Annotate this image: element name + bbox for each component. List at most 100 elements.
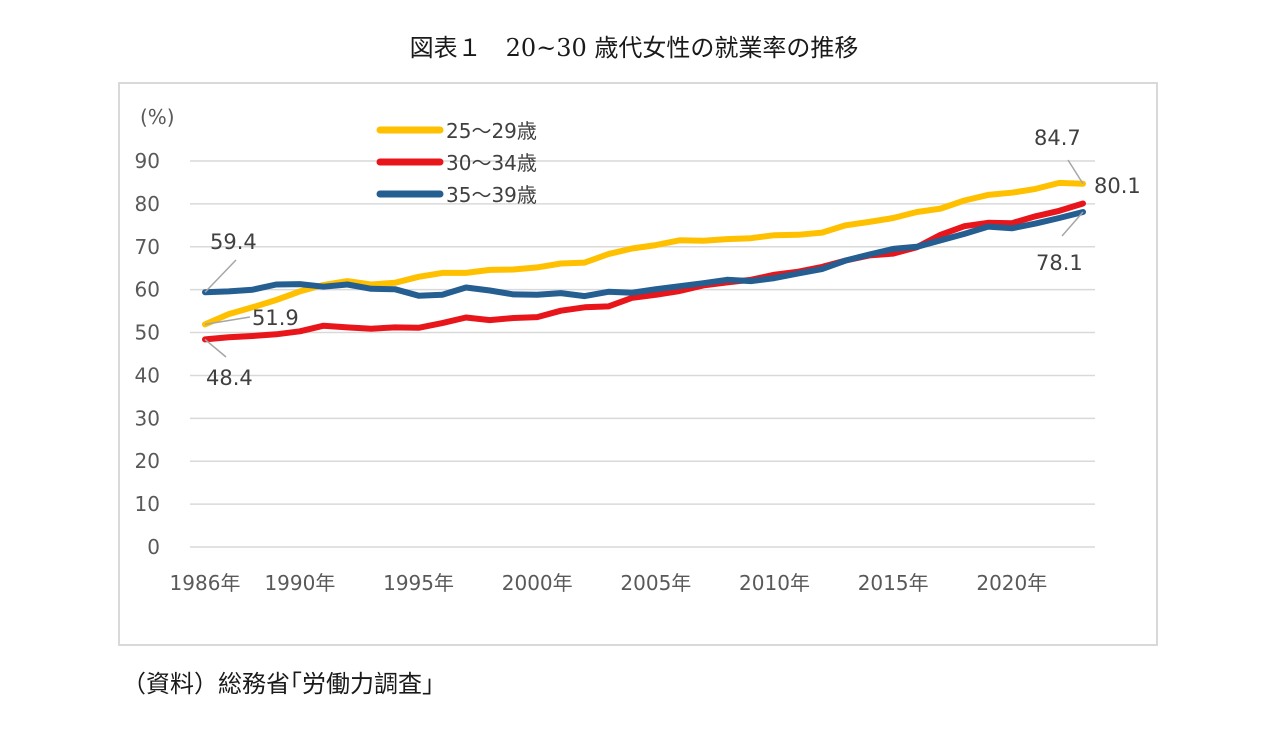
data-point bbox=[868, 221, 870, 223]
data-point bbox=[323, 325, 325, 327]
data-point bbox=[679, 239, 681, 241]
data-point bbox=[607, 253, 609, 255]
data-point bbox=[916, 211, 918, 213]
data-point bbox=[631, 292, 633, 294]
data-point bbox=[323, 286, 325, 288]
data-point bbox=[631, 297, 633, 299]
x-tick-label: 2005年 bbox=[620, 571, 691, 595]
source-note: （資料）総務省｢労働力調査｣ bbox=[122, 670, 434, 698]
data-point bbox=[987, 226, 989, 228]
data-point bbox=[512, 317, 514, 319]
x-tick-label: 2020年 bbox=[976, 571, 1047, 595]
data-point bbox=[774, 274, 776, 276]
data-point bbox=[1058, 217, 1060, 219]
gridlines bbox=[190, 160, 1095, 548]
chart-title: 図表１ 20~30 歳代女性の就業率の推移 bbox=[409, 34, 859, 62]
data-point bbox=[228, 290, 230, 292]
data-point bbox=[940, 208, 942, 210]
data-point bbox=[536, 316, 538, 318]
data-point bbox=[892, 217, 894, 219]
data-point bbox=[370, 328, 372, 330]
data-point bbox=[394, 326, 396, 328]
data-point bbox=[679, 290, 681, 292]
data-point bbox=[868, 253, 870, 255]
data-point bbox=[750, 280, 752, 282]
data-point bbox=[346, 284, 348, 286]
data-point bbox=[394, 288, 396, 290]
data-label-leader bbox=[204, 338, 227, 358]
data-point bbox=[774, 234, 776, 236]
data-point bbox=[489, 319, 491, 321]
x-tick-label: 1986年 bbox=[170, 571, 241, 595]
data-label: 78.1 bbox=[1036, 251, 1083, 275]
data-point bbox=[655, 288, 657, 290]
data-point bbox=[1011, 227, 1013, 229]
data-point bbox=[441, 272, 443, 274]
data-point bbox=[774, 277, 776, 279]
data-point bbox=[987, 222, 989, 224]
data-point bbox=[940, 234, 942, 236]
data-point bbox=[251, 306, 253, 308]
legend-label-0: 25～29歳 bbox=[446, 119, 537, 143]
data-point bbox=[489, 290, 491, 292]
data-point bbox=[228, 313, 230, 315]
data-label: 84.7 bbox=[1034, 126, 1081, 150]
data-point bbox=[655, 244, 657, 246]
data-point bbox=[702, 282, 704, 284]
y-tick-label: 60 bbox=[135, 278, 160, 302]
data-point bbox=[370, 288, 372, 290]
y-tick-label: 80 bbox=[135, 192, 160, 216]
data-point bbox=[1058, 182, 1060, 184]
data-point bbox=[1035, 188, 1037, 190]
data-point bbox=[845, 224, 847, 226]
y-tick-label: 10 bbox=[135, 492, 160, 516]
data-point bbox=[536, 294, 538, 296]
data-point bbox=[275, 284, 277, 286]
data-point bbox=[1035, 223, 1037, 225]
data-point bbox=[299, 290, 301, 292]
data-point bbox=[963, 225, 965, 227]
data-point bbox=[346, 326, 348, 328]
data-point bbox=[892, 248, 894, 250]
y-axis-ticks: 0 10 20 30 40 50 60 70 80 90 bbox=[135, 149, 160, 559]
chart-frame bbox=[118, 82, 1158, 646]
data-point bbox=[821, 268, 823, 270]
y-tick-label: 50 bbox=[135, 321, 160, 345]
data-point bbox=[251, 289, 253, 291]
data-point bbox=[228, 336, 230, 338]
data-point bbox=[1082, 202, 1084, 204]
data-point bbox=[512, 269, 514, 271]
data-label: 59.4 bbox=[210, 230, 257, 254]
data-point bbox=[346, 280, 348, 282]
data-point bbox=[536, 266, 538, 268]
data-label-leader bbox=[1061, 211, 1084, 237]
legend: 25～29歳 30～34歳 35～39歳 bbox=[376, 119, 537, 207]
data-point bbox=[845, 260, 847, 262]
data-label-leader bbox=[204, 316, 251, 326]
data-point bbox=[655, 294, 657, 296]
data-point bbox=[940, 239, 942, 241]
data-point bbox=[702, 240, 704, 242]
data-point bbox=[797, 234, 799, 236]
series-line-2 bbox=[202, 209, 1086, 300]
data-labels: 59.4 51.9 48.4 84.7 80.1 78.1 bbox=[204, 126, 1141, 390]
data-point bbox=[963, 233, 965, 235]
series-line-1 bbox=[202, 200, 1086, 343]
data-point bbox=[797, 272, 799, 274]
data-point bbox=[275, 333, 277, 335]
data-point bbox=[584, 262, 586, 264]
data-point bbox=[584, 295, 586, 297]
data-label: 48.4 bbox=[206, 366, 253, 390]
data-point bbox=[1035, 215, 1037, 217]
data-point bbox=[1011, 222, 1013, 224]
x-tick-label: 1995年 bbox=[383, 571, 454, 595]
data-point bbox=[560, 263, 562, 265]
series-lines bbox=[202, 179, 1086, 343]
x-tick-label: 2015年 bbox=[858, 571, 929, 595]
y-tick-label: 0 bbox=[147, 535, 160, 559]
data-label: 51.9 bbox=[252, 306, 299, 330]
data-point bbox=[299, 283, 301, 285]
series-line-0 bbox=[202, 179, 1086, 328]
data-point bbox=[987, 194, 989, 196]
